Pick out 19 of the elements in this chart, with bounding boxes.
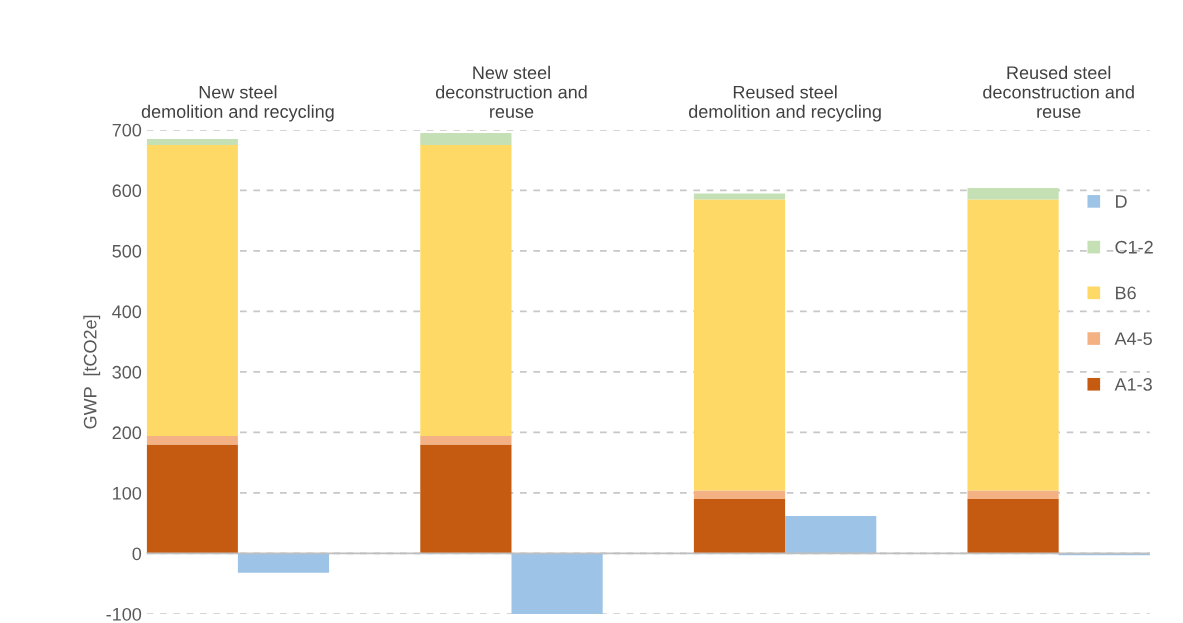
legend-label: B6: [1116, 286, 1136, 300]
y-tick-label: 0: [132, 547, 142, 561]
x-tick-label: New steel demolition and recycling: [141, 85, 334, 122]
x-tick-label: Reused steel deconstruction and reuse: [983, 65, 1134, 118]
y-axis-title: GWP [tCO2e]: [83, 315, 101, 429]
legend-label: D: [1116, 195, 1127, 208]
y-tick-label: -100: [106, 607, 142, 621]
y-tick-label: 500: [112, 244, 142, 258]
y-tick-label: 600: [112, 184, 142, 198]
legend-label: C1-2: [1115, 240, 1153, 254]
legend-label: A4-5: [1114, 332, 1152, 346]
legend-label: A1-3: [1114, 377, 1152, 391]
y-tick-label: 700: [112, 123, 142, 137]
x-tick-label: New steel deconstruction and reuse: [435, 65, 587, 118]
x-tick-label: Reused steel demolition and recycling: [689, 85, 881, 122]
y-tick-label: 300: [112, 365, 142, 379]
y-tick-label: 200: [112, 426, 142, 440]
y-tick-label: 400: [112, 305, 142, 319]
y-tick-label: 100: [113, 486, 142, 500]
